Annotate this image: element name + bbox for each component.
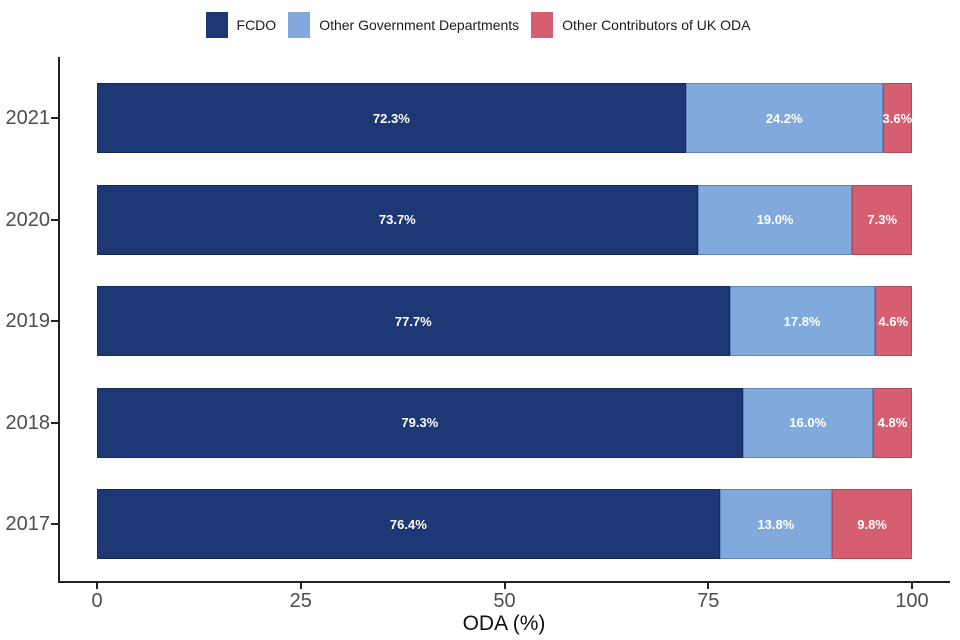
bar-value-label: 24.2% [765, 110, 803, 126]
legend-label: Other Government Departments [319, 17, 520, 33]
y-tick-mark [51, 523, 58, 525]
bar-segment: 76.4% [97, 489, 720, 559]
x-axis-title: ODA (%) [462, 612, 546, 635]
x-axis-line [58, 581, 950, 583]
legend-item-1: FCDO [205, 12, 281, 38]
bar-row-2021: 72.3% 24.2% 3.6% [97, 83, 912, 153]
bar-segment: 4.6% [874, 286, 912, 356]
bar-segment: 24.2% [685, 83, 883, 153]
bar-value-label: 4.6% [878, 313, 909, 329]
x-tick-label: 0 [91, 590, 103, 612]
y-tick-label: 2018 [5, 411, 51, 434]
bar-segment: 4.8% [872, 387, 912, 458]
x-tick-mark [299, 583, 302, 589]
plot-area: 72.3% 24.2% 3.6% 73.7% 19.0% 7.3% 77.7% 17.8% 4.… [58, 57, 950, 583]
bar-value-label: 17.8% [783, 313, 821, 329]
bar-segment: 19.0% [697, 184, 853, 255]
y-tick-mark [51, 421, 58, 424]
bar-value-label: 73.7% [378, 212, 416, 227]
legend-swatch-icon [531, 12, 554, 38]
x-tick-mark [911, 583, 913, 589]
x-tick-label: 75 [697, 590, 720, 612]
bar-row-2017: 76.4% 13.8% 9.8% [97, 489, 912, 559]
bar-segment: 16.0% [742, 387, 873, 458]
legend-swatch-icon [288, 12, 311, 38]
legend-label: Other Contributors of UK ODA [562, 17, 751, 33]
bar-value-label: 77.7% [394, 313, 432, 329]
bar-value-label: 72.3% [372, 110, 410, 126]
y-tick-label: 2017 [5, 513, 51, 535]
y-tick-mark [51, 117, 58, 119]
y-tick-label: 2019 [5, 310, 51, 332]
bar-segment: 72.3% [97, 83, 686, 153]
x-tick-mark [96, 583, 98, 589]
bar-segment: 7.3% [852, 184, 912, 255]
bar-value-label: 4.8% [877, 415, 908, 430]
bar-value-label: 7.3% [867, 212, 898, 227]
legend-label: FCDO [236, 17, 277, 33]
bar-segment: 13.8% [719, 489, 833, 559]
bar-value-label: 79.3% [401, 415, 439, 430]
bar-value-label: 13.8% [757, 516, 795, 532]
bar-row-2018: 79.3% 16.0% 4.8% [97, 387, 912, 458]
bar-segment: 9.8% [832, 489, 912, 559]
y-tick-label: 2020 [5, 208, 51, 231]
y-tick-label: 2021 [5, 107, 51, 129]
y-tick-mark [51, 218, 58, 221]
y-tick-mark [51, 320, 58, 322]
legend-item-2: Other Government Departments [288, 12, 523, 38]
legend-item-3: Other Contributors of UK ODA [531, 12, 754, 38]
bar-segment: 3.6% [883, 83, 912, 153]
legend-swatch-icon [205, 12, 228, 38]
bar-segment: 17.8% [729, 286, 875, 356]
bar-value-label: 16.0% [789, 415, 827, 430]
bar-segment: 79.3% [97, 387, 743, 458]
bar-segment: 73.7% [97, 184, 698, 255]
x-tick-mark [707, 583, 710, 589]
bar-value-label: 76.4% [389, 516, 427, 532]
bar-segment: 77.7% [97, 286, 730, 356]
x-tick-label: 100 [895, 590, 929, 612]
x-tick-label: 50 [493, 590, 516, 612]
bar-value-label: 3.6% [882, 110, 913, 126]
legend: FCDO Other Government Departments Other Co… [0, 12, 960, 38]
bar-value-label: 19.0% [756, 212, 794, 227]
y-axis-line [58, 57, 60, 583]
x-tick-label: 25 [289, 590, 312, 612]
x-tick-mark [503, 583, 506, 589]
bar-row-2019: 77.7% 17.8% 4.6% [97, 286, 912, 356]
bar-value-label: 9.8% [857, 516, 887, 532]
bar-row-2020: 73.7% 19.0% 7.3% [97, 184, 912, 255]
